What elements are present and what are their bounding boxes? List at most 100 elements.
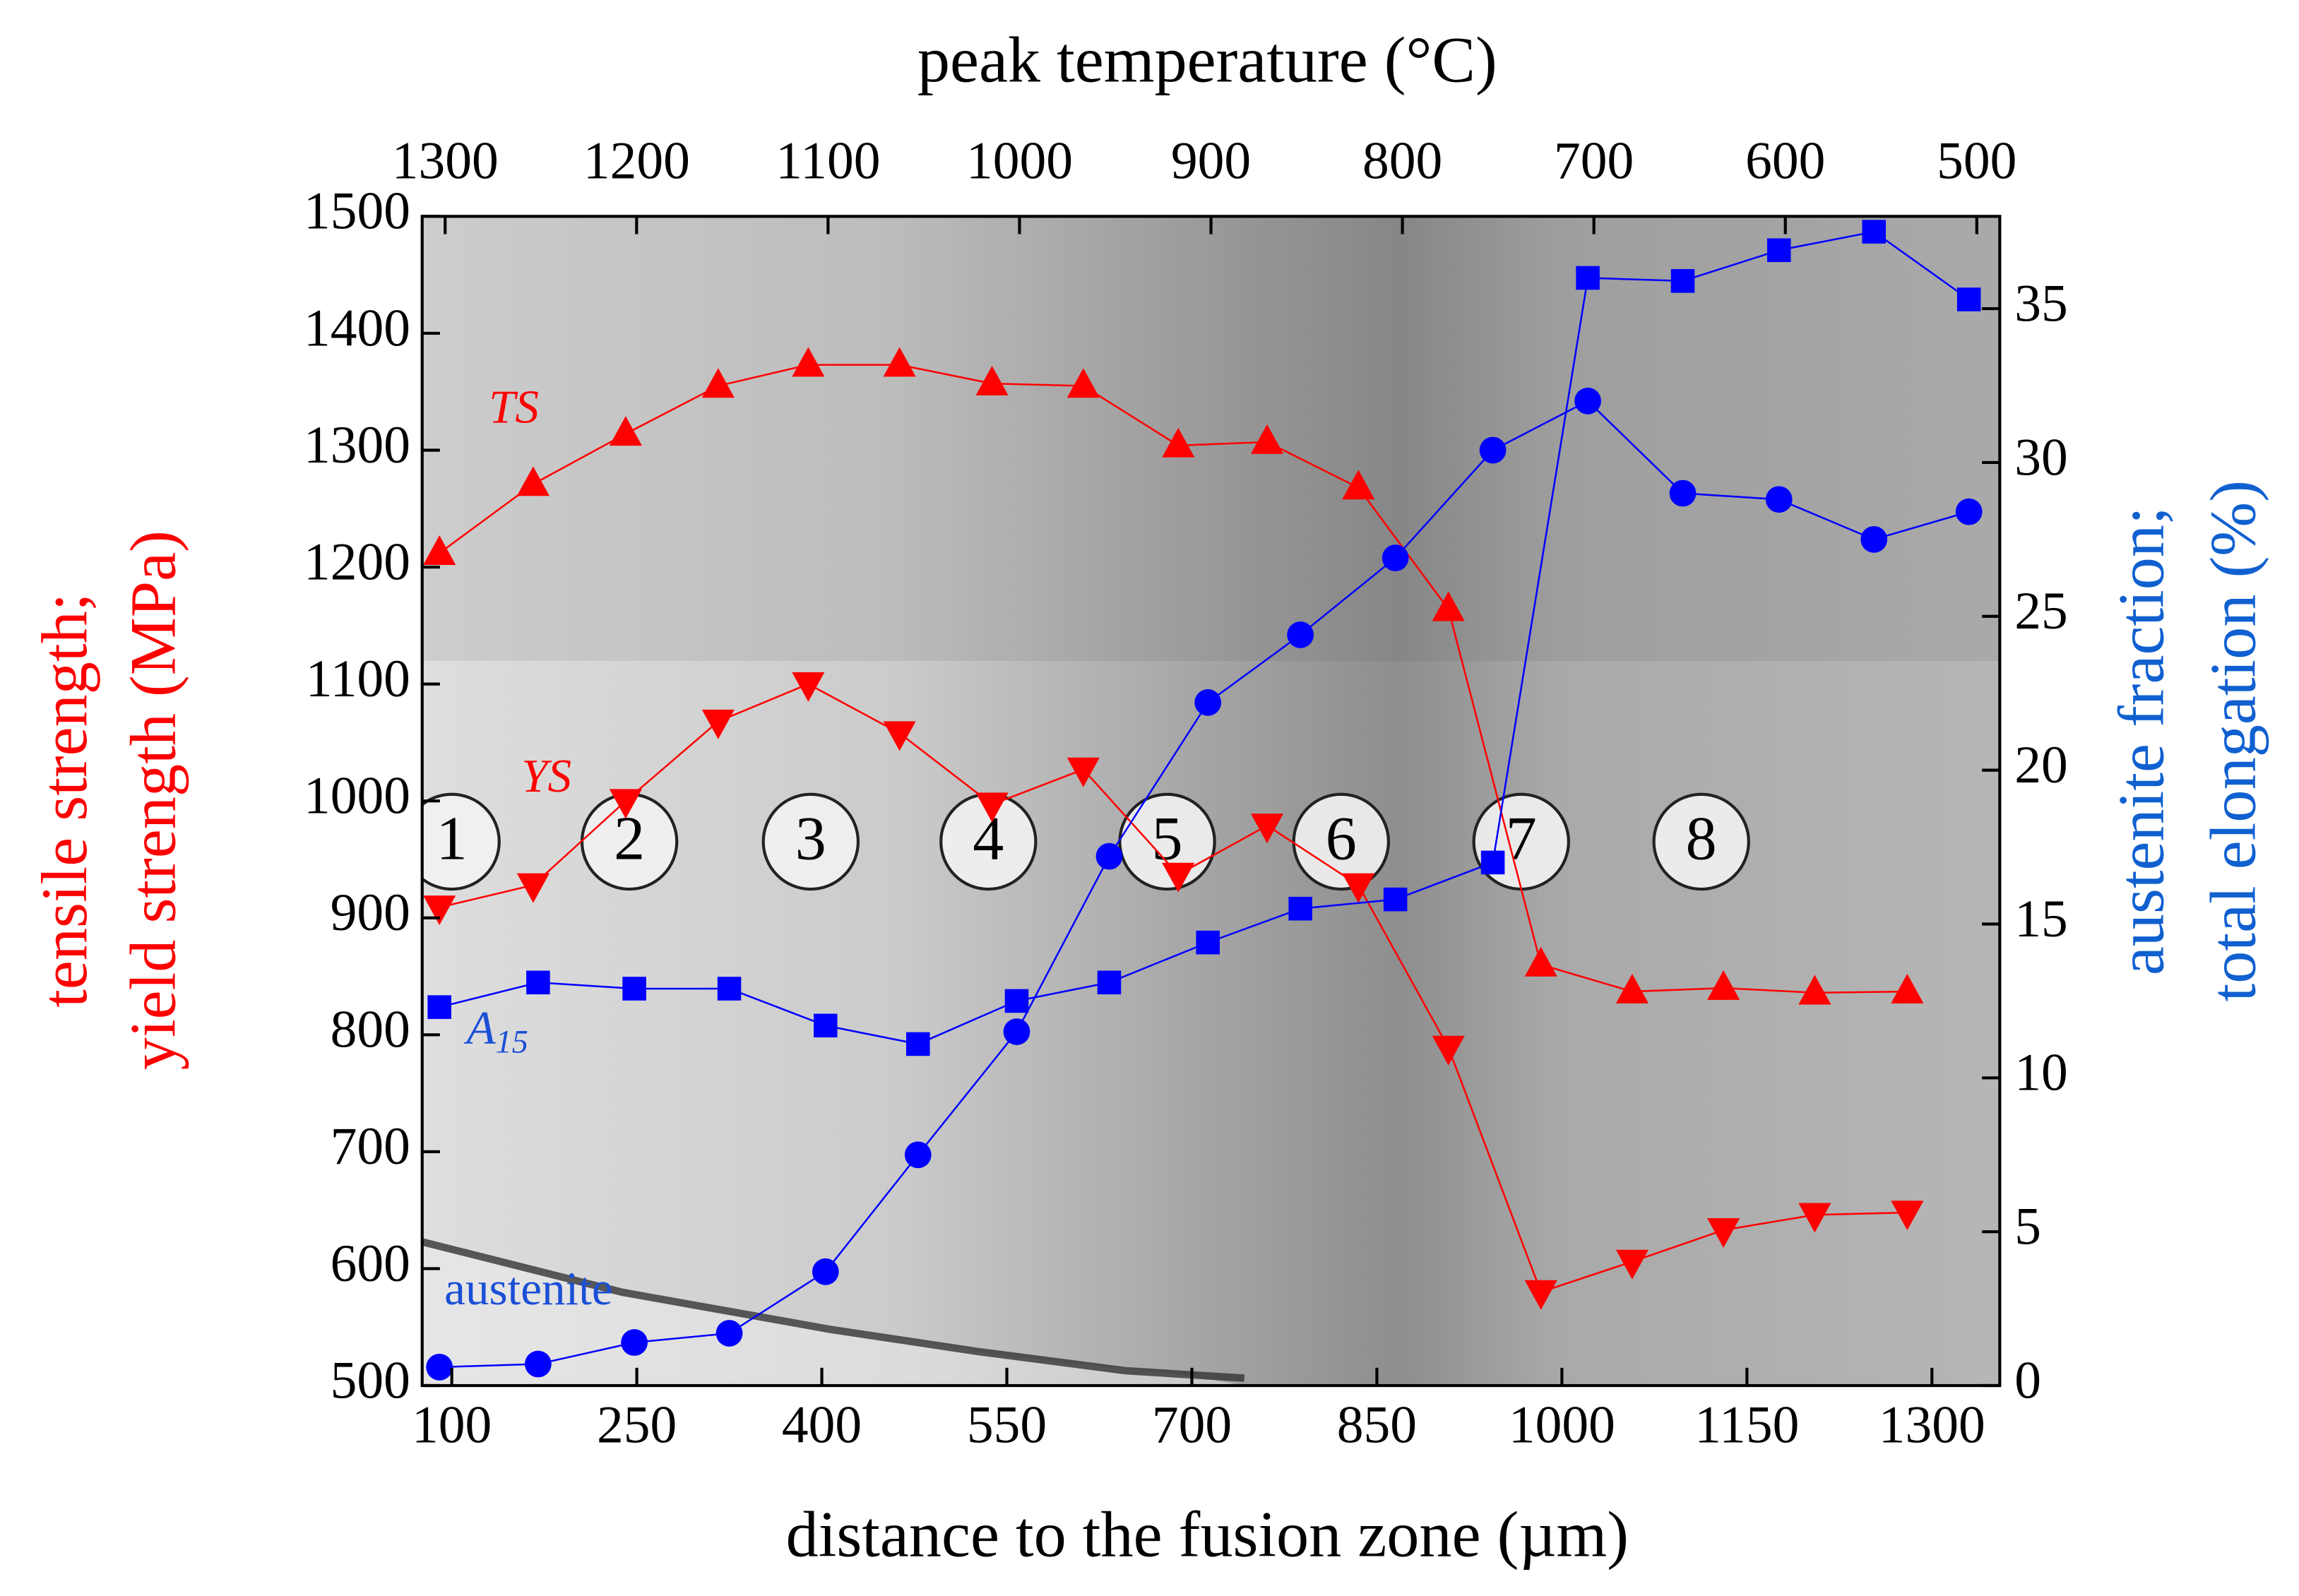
y-tick-label: 1100: [306, 650, 410, 708]
x-tick-label: 1000: [1509, 1395, 1615, 1454]
triangle-marker: [423, 535, 456, 565]
triangle-marker: [1798, 1203, 1831, 1233]
square-marker: [717, 977, 742, 1001]
x-tick-label: 550: [967, 1395, 1047, 1454]
circle-marker: [1382, 544, 1409, 571]
y2-tick-label: 35: [2014, 274, 2067, 333]
square-marker: [905, 1032, 930, 1056]
triangle-marker: [516, 873, 549, 903]
triangle-marker: [1798, 975, 1831, 1005]
triangle-marker: [975, 365, 1009, 395]
micrograph-background: [421, 216, 2000, 1386]
triangle-marker: [1162, 427, 1195, 458]
triangle-marker: [423, 895, 456, 926]
triangle-marker: [1067, 757, 1100, 787]
triangle-marker: [1891, 1201, 1924, 1231]
right-axis-label: total elongation (%): [2197, 480, 2269, 1001]
circle-marker: [525, 1350, 552, 1378]
series-label-text: YS: [521, 749, 571, 802]
y2-tick-label: 15: [2014, 890, 2067, 948]
top-tick-label: 1000: [966, 131, 1073, 190]
series-label-text: A: [464, 1001, 497, 1054]
series-label: austenite: [444, 1262, 613, 1315]
zone-label: 7: [1506, 804, 1537, 873]
triangle-marker: [609, 416, 642, 446]
triangle-marker: [1067, 368, 1100, 398]
triangle-marker: [1707, 970, 1740, 1000]
x-tick-label: 400: [782, 1395, 862, 1454]
series-label-subscript: 15: [496, 1023, 528, 1059]
square-marker: [427, 995, 451, 1019]
square-marker: [1766, 238, 1791, 263]
circle-marker: [426, 1353, 453, 1381]
y-tick-label: 500: [331, 1351, 410, 1410]
zone-marker: [1652, 792, 1750, 891]
left-axis-label: tensile strength;: [28, 593, 100, 1008]
square-marker: [1196, 930, 1220, 955]
x-tick-label: 1300: [1879, 1395, 1985, 1454]
zone-label: 1: [436, 804, 468, 873]
y-tick-label: 900: [331, 883, 410, 942]
y2-tick-label: 20: [2014, 736, 2067, 794]
circle-marker: [1479, 436, 1507, 464]
left-axis-label: yield strength (MPa): [117, 530, 189, 1070]
y-tick-label: 700: [331, 1117, 410, 1176]
triangle-marker: [1432, 1035, 1465, 1066]
triangle-marker: [516, 466, 549, 496]
circle-marker: [1194, 689, 1222, 716]
series-label: TS: [489, 381, 539, 434]
square-marker: [1097, 970, 1122, 995]
circle-marker: [1955, 498, 1983, 525]
square-marker: [1383, 887, 1408, 912]
zone-label: 6: [1326, 804, 1357, 873]
triangle-marker: [1250, 814, 1284, 844]
y2-tick-label: 30: [2014, 428, 2067, 487]
triangle-marker: [1524, 946, 1557, 977]
top-tick-label: 500: [1937, 131, 2016, 190]
triangle-marker: [792, 672, 825, 702]
y-tick-label: 1000: [304, 767, 410, 826]
right-axis-label: austenite fraction;: [2105, 506, 2177, 975]
top-tick-label: 800: [1362, 131, 1442, 190]
square-marker: [1956, 287, 1981, 311]
square-marker: [622, 977, 646, 1001]
circle-marker: [715, 1320, 743, 1347]
square-marker: [1862, 220, 1886, 244]
zone-marker: [1292, 792, 1390, 891]
zone-label: 2: [614, 804, 645, 873]
top-tick-label: 600: [1745, 131, 1825, 190]
triangle-marker: [1615, 973, 1648, 1004]
x-tick-label: 700: [1152, 1395, 1232, 1454]
x-tick-label: 100: [412, 1395, 492, 1454]
y-tick-label: 1200: [304, 532, 410, 591]
y-tick-label: 1300: [304, 416, 410, 475]
triangle-marker: [1342, 470, 1375, 500]
y-tick-label: 1400: [304, 299, 410, 357]
triangle-marker: [1250, 424, 1284, 454]
triangle-marker: [1891, 973, 1924, 1004]
series-label-text: TS: [489, 381, 539, 434]
top-tick-label: 700: [1554, 131, 1634, 190]
circle-marker: [1574, 387, 1601, 415]
zone-marker: [422, 792, 501, 891]
triangle-marker: [701, 368, 735, 398]
top-tick-label: 1300: [392, 131, 499, 190]
triangle-marker: [1615, 1249, 1648, 1280]
top-tick-label: 1200: [583, 131, 690, 190]
triangle-marker: [975, 792, 1009, 823]
zone-label: 8: [1686, 804, 1717, 873]
circle-marker: [1095, 842, 1123, 870]
square-marker: [1670, 269, 1695, 293]
series-label: YS: [521, 749, 571, 802]
top-axis-label: peak temperature (°C): [917, 24, 1497, 96]
y-tick-label: 600: [331, 1234, 410, 1293]
series-label-text: austenite: [444, 1262, 613, 1315]
x-tick-label: 850: [1337, 1395, 1417, 1454]
triangle-marker: [883, 347, 916, 377]
triangle-marker: [1342, 873, 1375, 903]
bottom-axis-label: distance to the fusion zone (µm): [786, 1499, 1629, 1571]
circle-marker: [904, 1141, 932, 1169]
triangle-marker: [792, 347, 825, 377]
